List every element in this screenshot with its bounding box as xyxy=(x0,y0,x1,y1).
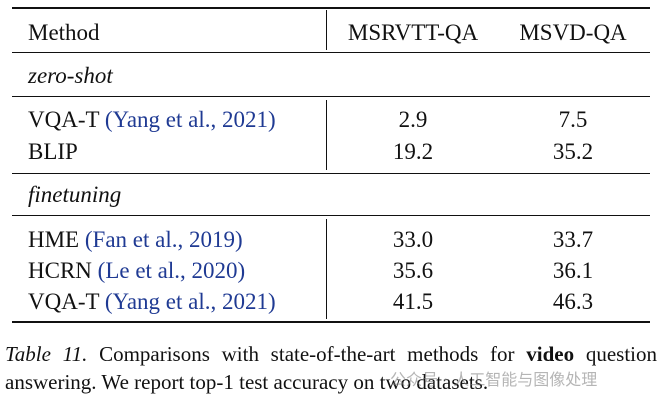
top-rule xyxy=(12,7,650,9)
value-cell: 36.1 xyxy=(552,258,594,283)
method-cell: BLIP xyxy=(28,139,78,165)
citation[interactable]: (Yang et al., 2021) xyxy=(104,289,276,314)
value-cell: 2.9 xyxy=(398,107,428,132)
caption-label: Table 11. xyxy=(5,342,88,366)
caption-bold: video xyxy=(526,342,575,366)
rule xyxy=(12,173,650,174)
column-divider xyxy=(326,10,327,50)
column-divider xyxy=(326,100,327,170)
caption-text: Comparisons with state-of-the-art method… xyxy=(99,342,515,366)
method: VQA-T xyxy=(28,107,100,132)
citation[interactable]: (Fan et al., 2019) xyxy=(84,227,243,252)
value-cell: 41.5 xyxy=(392,289,434,314)
watermark: 公众号 · 人工智能与图像处理 xyxy=(390,370,598,389)
rule xyxy=(12,96,650,97)
citation[interactable]: (Yang et al., 2021) xyxy=(104,107,276,132)
bottom-rule xyxy=(12,321,650,323)
method: BLIP xyxy=(28,139,78,164)
section-label: zero-shot xyxy=(28,63,113,88)
column-divider xyxy=(326,219,327,319)
caption: Table 11. Comparisons with state-of-the-… xyxy=(5,340,657,396)
citation[interactable]: (Le et al., 2020) xyxy=(97,258,246,283)
section-label: finetuning xyxy=(28,182,122,207)
method-cell: VQA-T (Yang et al., 2021) xyxy=(28,107,276,133)
method: HME xyxy=(28,227,80,252)
rule xyxy=(12,52,650,53)
method-cell: HCRN (Le et al., 2020) xyxy=(28,258,245,284)
value-cell: 35.6 xyxy=(392,258,434,283)
value-cell: 7.5 xyxy=(558,107,588,132)
method-cell: VQA-T (Yang et al., 2021) xyxy=(28,289,276,315)
value-cell: 33.7 xyxy=(552,227,594,252)
value-cell: 46.3 xyxy=(552,289,594,314)
caption-text: question answering. We report top-1 test… xyxy=(5,342,658,394)
method-cell: HME (Fan et al., 2019) xyxy=(28,227,243,253)
header-cell: MSVD-QA xyxy=(519,20,627,45)
header-cell: MSRVTT-QA xyxy=(347,20,479,45)
method: HCRN xyxy=(28,258,92,283)
value-cell: 35.2 xyxy=(552,139,594,164)
rule xyxy=(12,215,650,216)
value-cell: 33.0 xyxy=(392,227,434,252)
header-cell: Method xyxy=(28,20,100,45)
value-cell: 19.2 xyxy=(392,139,434,164)
method: VQA-T xyxy=(28,289,100,314)
